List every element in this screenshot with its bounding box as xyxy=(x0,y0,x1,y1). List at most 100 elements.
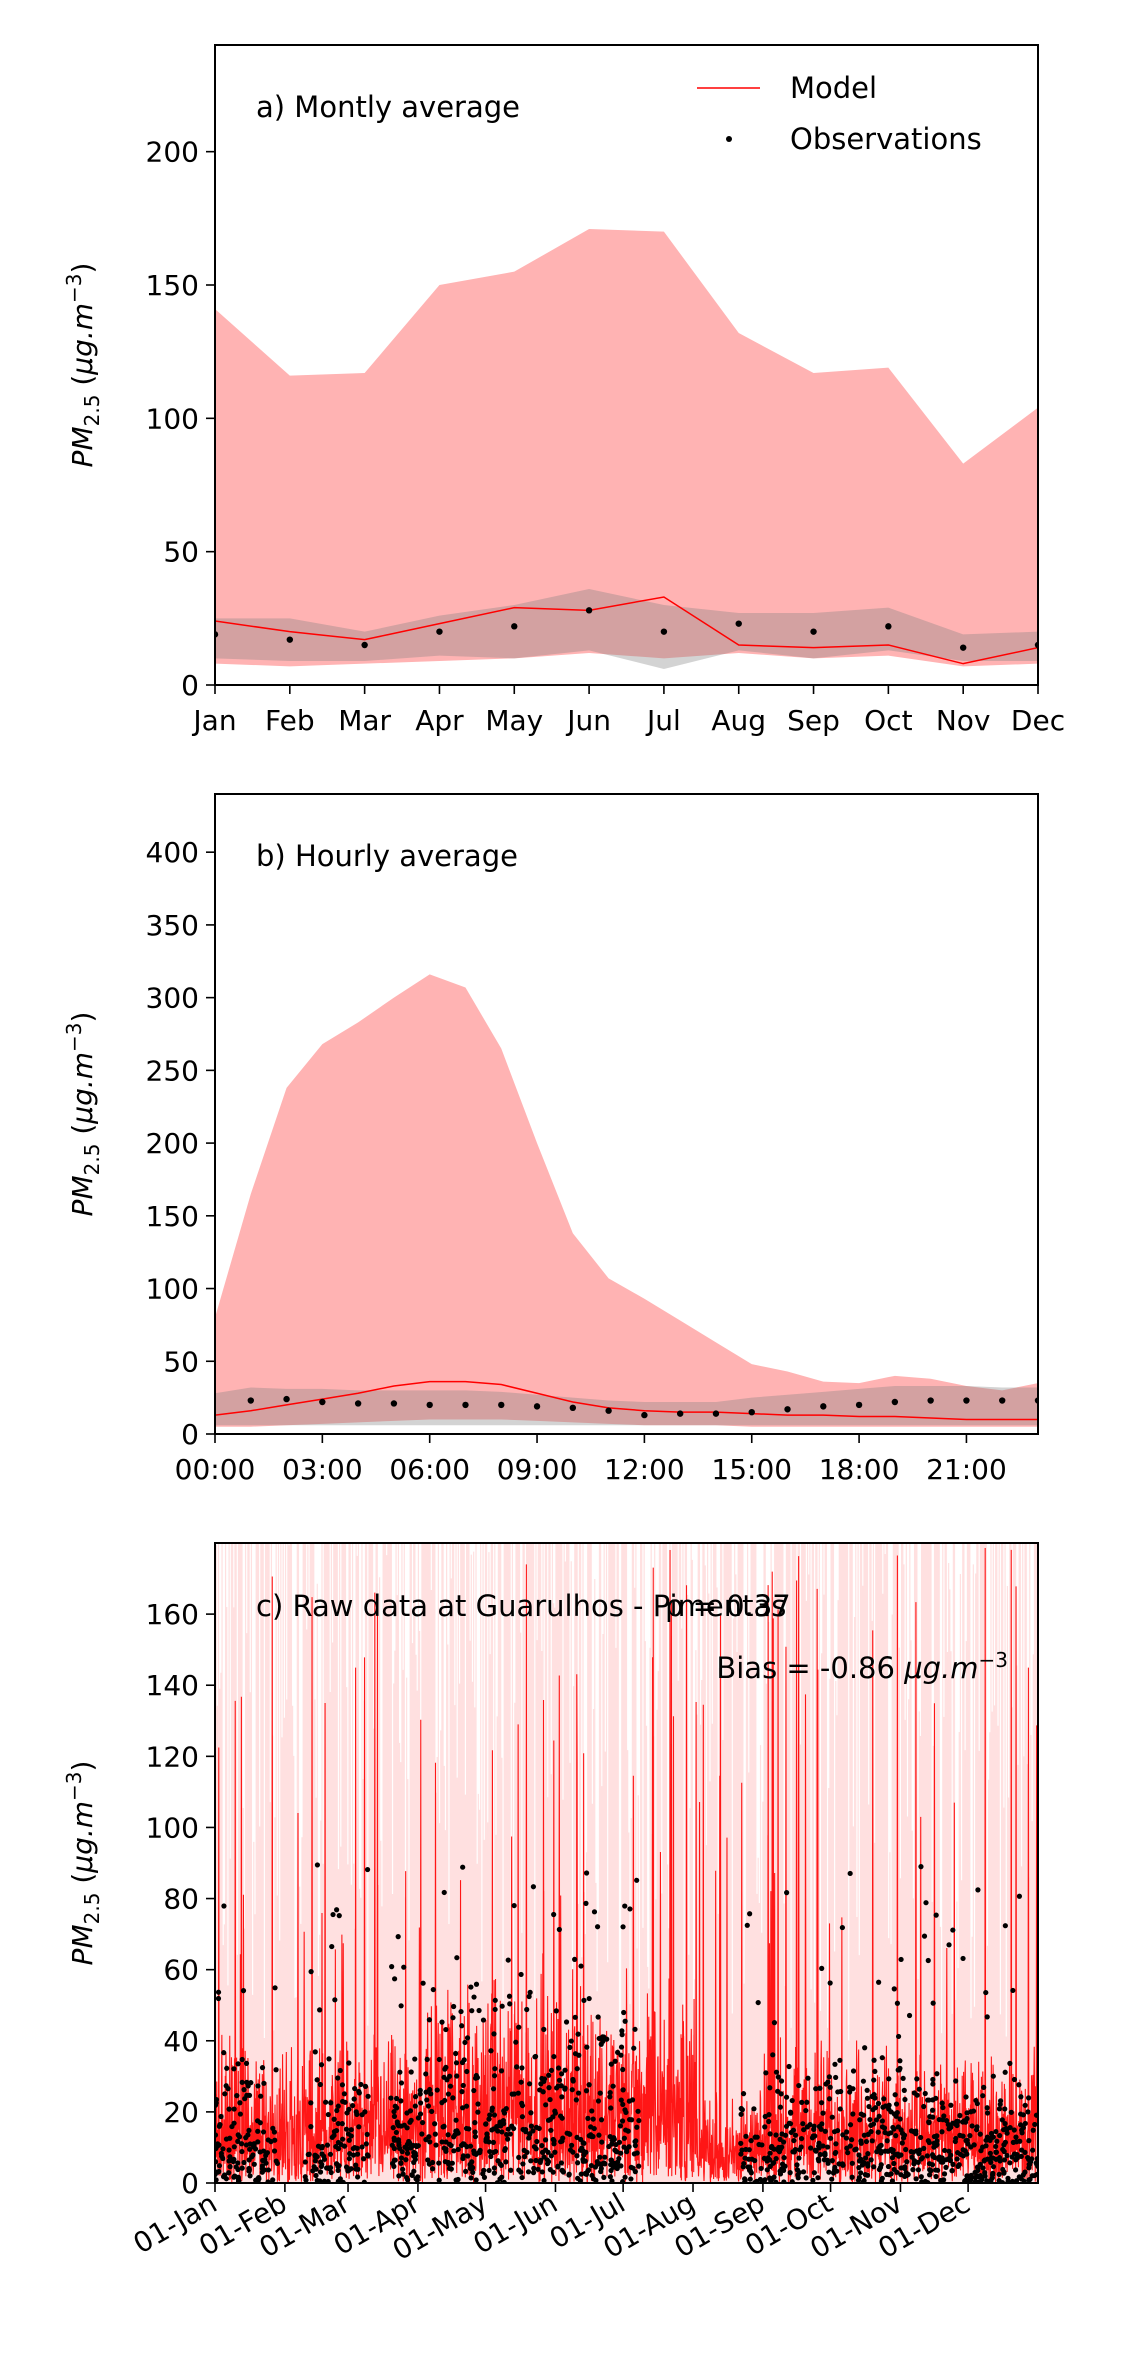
observation-point xyxy=(781,2155,787,2161)
observation-point xyxy=(868,2157,874,2163)
observation-point xyxy=(832,2150,838,2156)
observation-point xyxy=(473,1981,480,1987)
observation-point xyxy=(1018,2153,1024,2160)
observation-point xyxy=(562,2067,568,2073)
observation-point xyxy=(981,2084,987,2090)
observation-point xyxy=(822,2128,828,2134)
observation-point xyxy=(888,2109,894,2115)
observation-point xyxy=(559,2138,565,2144)
observation-point xyxy=(497,2161,503,2167)
observation-point xyxy=(891,2160,897,2167)
observation-point xyxy=(535,2166,541,2172)
observation-point xyxy=(460,1864,466,1870)
observation-point xyxy=(913,2176,919,2182)
observation-point xyxy=(767,2157,773,2163)
observation-point xyxy=(752,2157,758,2164)
observation-point xyxy=(849,2137,855,2143)
observation-point xyxy=(1022,2169,1028,2175)
observation-point xyxy=(260,2129,267,2135)
panel-c-title: c) Raw data at Guarulhos - Pimentas xyxy=(256,1589,786,1623)
observation-point xyxy=(620,2087,626,2093)
observation-point xyxy=(497,2176,503,2182)
observation-point xyxy=(763,2070,769,2076)
observation-point xyxy=(1011,2076,1018,2083)
observation-point xyxy=(556,1926,562,1933)
observation-point xyxy=(227,2164,233,2170)
observation-point xyxy=(396,2173,402,2179)
panel-b-x-axis: 00:00 03:00 06:00 09:00 12:00 15:00 18:00 21:00 xyxy=(175,1434,1007,1486)
observation-point xyxy=(939,2129,945,2135)
observation-point xyxy=(426,2134,432,2140)
observation-point xyxy=(608,2105,614,2111)
observation-point xyxy=(839,2161,846,2167)
observation-point xyxy=(239,2165,245,2171)
panel-b-y-axis: 0 50 100 150 200 250 300 350 400 xyxy=(146,836,215,1451)
observation-point xyxy=(464,2068,470,2075)
observation-point xyxy=(908,2149,914,2155)
observation-point xyxy=(389,1964,395,1970)
observation-point xyxy=(810,628,817,635)
observation-point xyxy=(891,1398,899,1406)
observation-point xyxy=(813,2086,819,2092)
observation-point xyxy=(977,2131,983,2137)
observation-point xyxy=(392,1976,398,1982)
observation-point xyxy=(258,2093,264,2099)
observation-point xyxy=(884,2138,890,2144)
observation-point xyxy=(400,2166,406,2172)
panel-a-y-axis: 0 50 100 150 200 xyxy=(146,136,215,702)
observation-point xyxy=(361,641,368,649)
observation-point xyxy=(425,2157,431,2163)
observation-point xyxy=(1021,2178,1027,2183)
observation-point xyxy=(626,2116,633,2123)
observation-point xyxy=(556,2077,563,2083)
observation-point xyxy=(946,2126,952,2132)
observation-point xyxy=(407,2119,413,2125)
observation-point xyxy=(215,1995,222,2002)
observation-point xyxy=(578,2171,584,2177)
observation-point xyxy=(1032,2121,1038,2128)
observation-point xyxy=(501,2108,507,2114)
observation-point xyxy=(770,2052,776,2058)
observation-point xyxy=(333,2127,340,2134)
observation-point xyxy=(885,2163,892,2170)
observation-point xyxy=(989,2175,995,2181)
observation-point xyxy=(807,2122,813,2128)
observation-point xyxy=(1029,2156,1035,2162)
observation-point xyxy=(335,2167,341,2174)
observation-point xyxy=(429,2108,435,2115)
observation-point xyxy=(947,2157,953,2164)
observation-point xyxy=(960,2133,966,2139)
observation-point xyxy=(635,2108,641,2114)
x-tick-label: 18:00 xyxy=(819,1453,900,1486)
observation-point xyxy=(596,2132,602,2138)
observation-point xyxy=(930,2081,936,2087)
observation-point xyxy=(247,2173,253,2179)
y-tick-label: 40 xyxy=(163,2025,199,2058)
observation-point xyxy=(568,2038,574,2044)
observation-point xyxy=(398,2003,404,2009)
observation-point xyxy=(952,2138,958,2145)
observation-point xyxy=(850,2111,856,2117)
observation-point xyxy=(850,2086,856,2092)
observation-point xyxy=(773,2132,779,2138)
observation-point xyxy=(764,2167,770,2173)
observation-point xyxy=(1014,2155,1020,2161)
observation-point xyxy=(620,1924,626,1930)
observation-point xyxy=(1002,2106,1008,2112)
observation-point xyxy=(914,2076,920,2082)
observation-point xyxy=(819,1965,825,1971)
observation-point xyxy=(855,1401,863,1409)
observation-point xyxy=(486,2116,492,2122)
observation-point xyxy=(975,2167,981,2174)
observation-point xyxy=(819,2121,825,2127)
observation-point xyxy=(971,2108,977,2114)
observation-point xyxy=(983,1989,989,1996)
observation-point xyxy=(348,2127,354,2133)
panel-a-model-range-band xyxy=(215,229,1038,667)
observation-point xyxy=(447,2083,454,2089)
observation-point xyxy=(838,2088,844,2095)
observation-point xyxy=(906,2012,913,2019)
observation-point xyxy=(247,1397,254,1404)
observation-point xyxy=(923,1900,929,1906)
observation-point xyxy=(950,1927,956,1933)
